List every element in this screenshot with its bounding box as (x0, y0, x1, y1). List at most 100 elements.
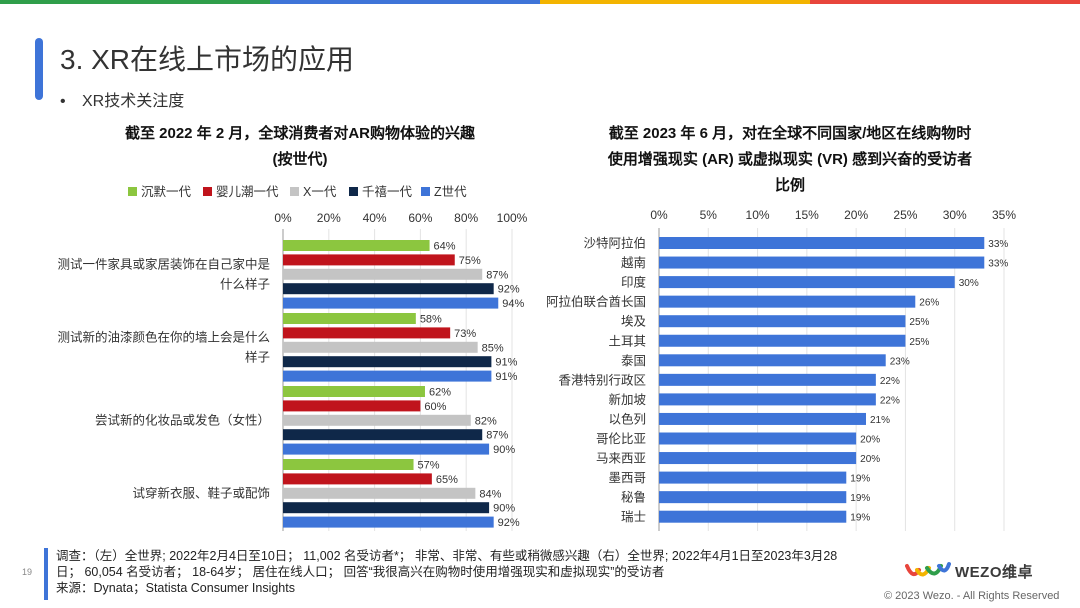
category-label: 尝试新的化妆品或发色（女性） (95, 412, 270, 427)
category-label: 测试新的油漆颜色在你的墙上会是什么 (57, 329, 270, 344)
data-label: 33% (988, 259, 1008, 270)
legend-swatch (203, 187, 212, 196)
data-label: 33% (988, 239, 1008, 250)
bar (283, 487, 476, 499)
category-label: 墨西哥 (608, 471, 646, 485)
bar (659, 315, 906, 328)
data-label: 25% (909, 317, 929, 328)
data-label: 20% (860, 454, 880, 465)
data-label: 73% (454, 328, 476, 340)
bar (283, 459, 414, 470)
data-label: 82% (475, 415, 497, 427)
category-label: 埃及 (621, 315, 647, 329)
chart1-title: 截至 2022 年 2 月，全球消费者对AR购物体验的兴趣 (按世代) (80, 121, 520, 173)
data-label: 87% (486, 269, 508, 281)
legend-label: Z世代 (434, 185, 467, 199)
chart1-title-line: (按世代) (272, 151, 328, 168)
bar (283, 429, 483, 441)
logo-mark-icon (905, 562, 951, 577)
legend-label: X一代 (303, 185, 337, 199)
footer-line: 日； 60,054 名受访者； 18-64岁； 居住在线人口； 回答“我很高兴在… (56, 565, 665, 579)
category-label: 马来西亚 (596, 452, 646, 466)
bar (283, 516, 494, 528)
x-tick-label: 15% (795, 208, 819, 222)
bar (283, 297, 499, 309)
category-label: 瑞士 (621, 510, 646, 524)
x-tick-label: 20% (317, 211, 341, 225)
x-tick-label: 100% (497, 211, 528, 225)
page-number: 19 (22, 567, 33, 577)
x-tick-label: 80% (454, 211, 478, 225)
top-bar-green (0, 0, 270, 4)
legend-swatch (128, 187, 137, 196)
top-color-bar (0, 0, 1080, 4)
category-label: 试穿新衣服、鞋子或配饰 (132, 485, 270, 500)
category-label: 土耳其 (608, 334, 646, 348)
data-label: 90% (493, 444, 515, 456)
bar (659, 471, 847, 484)
bar (283, 370, 492, 382)
legend-swatch (349, 187, 358, 196)
top-bar-blue (270, 0, 540, 4)
x-tick-label: 0% (274, 211, 292, 225)
bar (283, 386, 425, 397)
chart2-title: 截至 2023 年 6 月，对在全球不同国家/地区在线购物时 使用增强现实 (A… (520, 121, 1060, 199)
data-label: 91% (495, 357, 517, 369)
bar (283, 414, 471, 426)
category-label: 秘鲁 (621, 491, 646, 505)
data-label: 84% (479, 488, 501, 500)
data-label: 92% (498, 517, 520, 529)
bar (283, 268, 483, 280)
bar (659, 373, 876, 386)
footer-notes: 调查：（左）全世界; 2022年2月4日至10日； 11,002 名受访者*； … (56, 548, 956, 596)
data-label: 26% (919, 298, 939, 309)
data-label: 21% (870, 415, 890, 426)
bar (283, 240, 430, 251)
legend-swatch (290, 187, 299, 196)
bar (283, 254, 455, 266)
legend-label: 沉默一代 (141, 184, 192, 199)
x-tick-label: 35% (992, 208, 1016, 222)
data-label: 85% (482, 342, 504, 354)
bar (659, 334, 906, 347)
data-label: 30% (959, 278, 979, 289)
chart1-title-line: 截至 2022 年 2 月，全球消费者对AR购物体验的兴趣 (124, 125, 476, 142)
page-title: 3. XR在线上市场的应用 (60, 44, 355, 75)
bullet-icon: • (60, 93, 66, 110)
data-label: 65% (436, 474, 458, 486)
bar (659, 412, 866, 425)
bar (659, 491, 847, 504)
category-label: 新加坡 (608, 392, 646, 407)
data-label: 90% (493, 503, 515, 515)
x-tick-label: 30% (943, 208, 967, 222)
bar (283, 473, 432, 485)
category-label: 印度 (621, 275, 647, 290)
section-bullet: • XR技术关注度 (60, 87, 184, 111)
data-label: 20% (860, 435, 880, 446)
category-label: 哥伦比亚 (596, 431, 646, 446)
footer-line: 调查：（左）全世界; 2022年2月4日至10日； 11,002 名受访者*； … (56, 549, 838, 563)
copyright: © 2023 Wezo. - All Rights Reserved (884, 590, 1060, 602)
legend-swatch (421, 187, 430, 196)
category-label: 泰国 (621, 354, 646, 368)
bar (659, 256, 985, 269)
top-bar-yellow (540, 0, 810, 4)
x-tick-label: 5% (700, 208, 718, 222)
bar (659, 276, 955, 289)
bar (659, 510, 847, 523)
data-label: 23% (890, 356, 910, 367)
bar (283, 443, 490, 455)
data-label: 19% (850, 493, 870, 504)
legend-label: 婴儿潮一代 (216, 184, 279, 199)
bar (283, 283, 494, 295)
bar (659, 354, 886, 367)
top-bar-red (810, 0, 1080, 4)
data-label: 57% (418, 460, 440, 472)
bullet-text: XR技术关注度 (82, 93, 185, 110)
x-tick-label: 60% (408, 211, 432, 225)
category-label: 阿拉伯联合酋长国 (546, 294, 646, 309)
bar (659, 452, 857, 465)
category-label: 什么样子 (220, 276, 270, 291)
data-label: 75% (459, 255, 481, 267)
